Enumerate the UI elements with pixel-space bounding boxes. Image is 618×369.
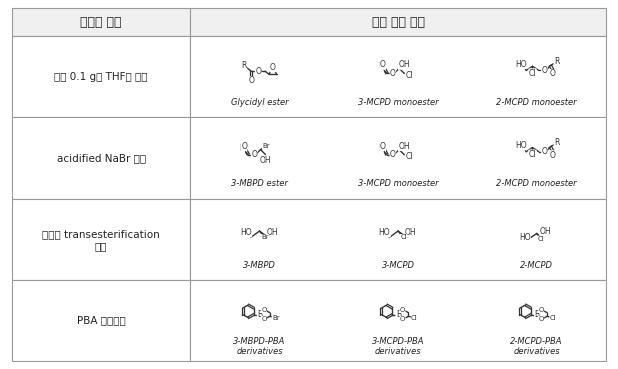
Text: O: O: [270, 63, 276, 72]
Text: 3-MCPD monoester: 3-MCPD monoester: [358, 98, 438, 107]
Bar: [12, 199, 190, 280]
Bar: [12, 117, 190, 199]
Text: O: O: [241, 142, 247, 151]
Bar: [12, 36, 190, 117]
Text: 물질 존재 형태: 물질 존재 형태: [371, 15, 425, 28]
Text: B: B: [257, 310, 262, 319]
Text: HO: HO: [519, 233, 530, 242]
Text: 2-MCPD-PBA
derivatives: 2-MCPD-PBA derivatives: [510, 337, 563, 356]
Text: Cl: Cl: [529, 150, 536, 159]
Text: O: O: [255, 67, 261, 76]
Text: Cl: Cl: [538, 236, 545, 242]
Text: Br: Br: [262, 143, 270, 149]
Text: O: O: [541, 66, 548, 75]
Text: O: O: [380, 61, 386, 69]
Text: OH: OH: [260, 156, 271, 165]
Text: 산조건 transesterification: 산조건 transesterification: [42, 229, 160, 239]
Text: 3-MCPD: 3-MCPD: [381, 261, 415, 270]
Text: acidified NaBr 첨가: acidified NaBr 첨가: [56, 153, 146, 163]
Text: 3-MCPD monoester: 3-MCPD monoester: [358, 179, 438, 189]
Text: Br: Br: [272, 314, 280, 321]
Text: 3-MCPD-PBA
derivatives: 3-MCPD-PBA derivatives: [372, 337, 425, 356]
Text: OH: OH: [266, 228, 278, 237]
Text: O: O: [400, 316, 405, 323]
Text: HO: HO: [515, 60, 527, 69]
Bar: [12, 280, 190, 361]
Text: Cl: Cl: [550, 314, 556, 321]
Text: O: O: [261, 307, 266, 313]
Text: O: O: [538, 316, 544, 323]
Text: O: O: [541, 147, 548, 156]
Text: Cl: Cl: [405, 152, 413, 161]
Text: Cl: Cl: [411, 314, 418, 321]
Text: 시료 0.1 g을 THF에 용해: 시료 0.1 g을 THF에 용해: [54, 72, 148, 82]
Text: 전처리 단계: 전처리 단계: [80, 15, 122, 28]
Text: 진행: 진행: [95, 241, 108, 251]
Text: HO: HO: [515, 141, 527, 150]
Text: B: B: [535, 310, 540, 319]
Text: O: O: [549, 69, 556, 79]
Text: R: R: [242, 61, 247, 70]
Text: 3-MBPD-PBA
derivatives: 3-MBPD-PBA derivatives: [234, 337, 286, 356]
Text: O: O: [261, 316, 266, 323]
Bar: [190, 199, 606, 280]
Text: B: B: [396, 310, 401, 319]
Text: OH: OH: [398, 142, 410, 151]
Text: 2-MCPD monoester: 2-MCPD monoester: [496, 98, 577, 107]
Text: HO: HO: [240, 228, 252, 237]
Text: O: O: [380, 142, 386, 151]
Text: PBA 유도체화: PBA 유도체화: [77, 315, 125, 325]
Text: Cl: Cl: [529, 69, 536, 78]
Text: 3-MBPD ester: 3-MBPD ester: [231, 179, 288, 189]
Text: O: O: [390, 150, 396, 159]
Text: Br: Br: [261, 234, 269, 241]
Text: Cl: Cl: [405, 71, 413, 80]
Text: 3-MBPD: 3-MBPD: [243, 261, 276, 270]
Bar: [190, 36, 606, 117]
Bar: [12, 8, 190, 36]
Text: O: O: [390, 69, 396, 78]
Text: O: O: [248, 76, 254, 86]
Text: OH: OH: [398, 61, 410, 69]
Bar: [190, 8, 606, 36]
Text: OH: OH: [405, 228, 417, 237]
Text: 2-MCPD monoester: 2-MCPD monoester: [496, 179, 577, 189]
Bar: [190, 117, 606, 199]
Text: HO: HO: [379, 228, 391, 237]
Text: R: R: [378, 62, 383, 72]
Text: Cl: Cl: [400, 234, 407, 241]
Bar: [190, 280, 606, 361]
Text: O: O: [252, 150, 257, 159]
Text: R: R: [378, 144, 383, 153]
Text: Glycidyl ester: Glycidyl ester: [231, 98, 289, 107]
Text: O: O: [549, 151, 556, 160]
Text: R: R: [239, 144, 245, 153]
Text: OH: OH: [540, 227, 551, 237]
Text: 2-MCPD: 2-MCPD: [520, 261, 553, 270]
Text: O: O: [400, 307, 405, 313]
Text: R: R: [554, 138, 559, 147]
Text: R: R: [554, 57, 559, 66]
Text: O: O: [538, 307, 544, 313]
